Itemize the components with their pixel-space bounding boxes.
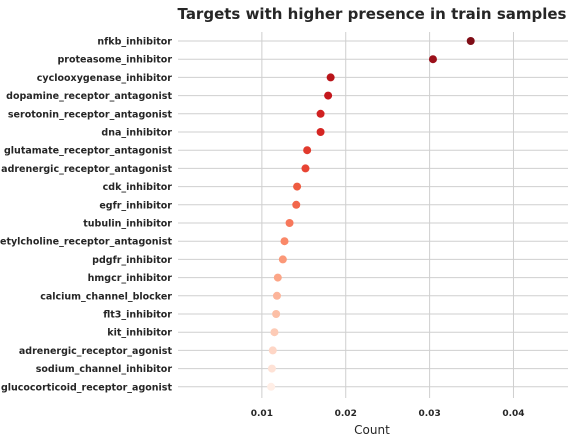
x-tick-label: 0.02 (335, 409, 357, 419)
data-point (280, 237, 289, 246)
y-tick-label: kit_inhibitor (107, 328, 172, 339)
chart-title: Targets with higher presence in train sa… (178, 5, 567, 23)
y-tick-label: hmgcr_inhibitor (88, 273, 173, 284)
y-tick-label: dopamine_receptor_antagonist (6, 91, 172, 102)
x-tick-label: 0.04 (502, 409, 524, 419)
y-tick-label: dna_inhibitor (101, 128, 172, 139)
data-point (292, 200, 301, 209)
data-point (267, 382, 276, 391)
data-point (272, 291, 281, 300)
y-tick-label: adrenergic_receptor_antagonist (1, 164, 172, 175)
y-tick-label: cdk_inhibitor (103, 182, 173, 193)
data-point (316, 109, 325, 118)
y-tick-label: flt3_inhibitor (103, 310, 172, 321)
data-point (466, 37, 475, 45)
data-point (301, 164, 310, 173)
grid (178, 32, 568, 398)
x-axis-label: Count (354, 423, 390, 437)
data-point (285, 219, 294, 227)
data-point (270, 328, 279, 337)
y-tick-label: pdgfr_inhibitor (92, 255, 172, 266)
data-point (273, 273, 282, 282)
y-tick-label: acetylcholine_receptor_antagonist (0, 237, 172, 248)
data-point (303, 146, 312, 155)
y-tick-label: cyclooxygenase_inhibitor (37, 73, 173, 84)
x-tick-label: 0.01 (251, 409, 273, 419)
data-point (278, 255, 287, 264)
x-tick-label: 0.03 (419, 409, 441, 419)
y-axis-tick-labels: nfkb_inhibitor proteasome_inhibitorcycloo… (0, 37, 172, 394)
data-point (268, 346, 277, 355)
y-tick-label: glutamate_receptor_antagonist (4, 146, 172, 157)
data-points (267, 37, 475, 391)
y-tick-label: sodium_channel_inhibitor (36, 364, 173, 375)
data-point (267, 364, 276, 373)
x-axis-tick-labels: 0.01 0.02 0.03 0.04 (251, 409, 525, 419)
y-tick-label: calcium_channel_blocker (40, 291, 172, 302)
data-point (293, 182, 302, 191)
y-tick-label: proteasome_inhibitor (57, 55, 172, 66)
y-tick-label: tubulin_inhibitor (83, 219, 172, 230)
data-point (428, 55, 437, 64)
y-tick-label: glucocorticoid_receptor_agonist (1, 382, 173, 393)
data-point (324, 91, 333, 100)
data-point (316, 128, 325, 136)
data-point (272, 310, 281, 318)
y-tick-label: serotonin_receptor_antagonist (8, 109, 173, 120)
y-tick-label: adrenergic_receptor_agonist (19, 346, 173, 357)
data-point (326, 73, 335, 82)
y-tick-label: nfkb_inhibitor (97, 37, 172, 48)
y-tick-label: egfr_inhibitor (99, 200, 172, 211)
